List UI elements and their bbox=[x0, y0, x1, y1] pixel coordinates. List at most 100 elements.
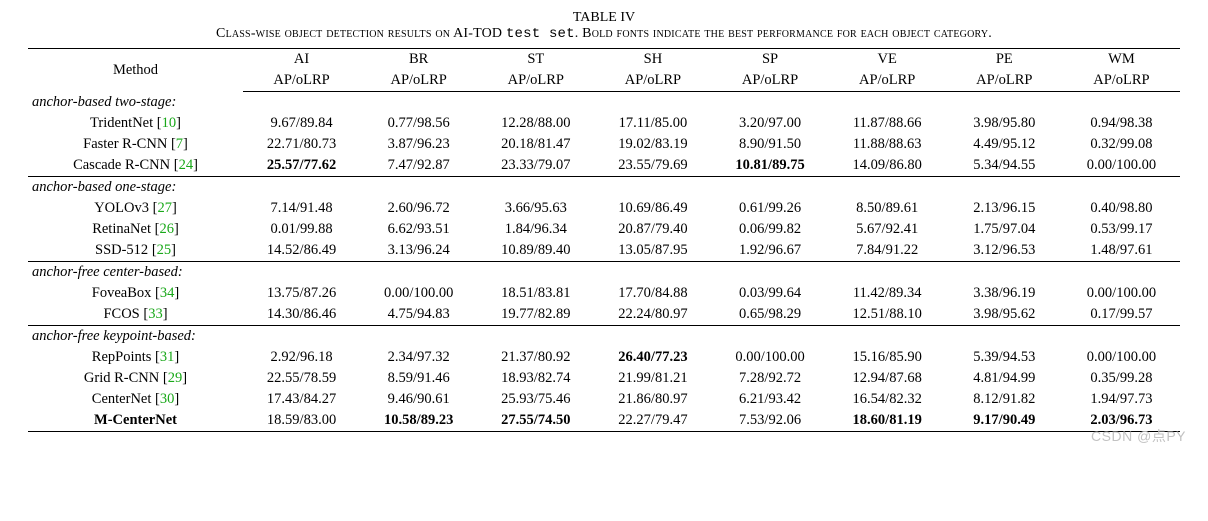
value-cell: 26.40/77.23 bbox=[594, 347, 711, 368]
value-cell: 18.51/83.81 bbox=[477, 283, 594, 304]
value-cell: 21.86/80.97 bbox=[594, 389, 711, 410]
value-cell: 16.54/82.32 bbox=[829, 389, 946, 410]
value-cell: 0.40/98.80 bbox=[1063, 198, 1180, 219]
table-row: M-CenterNet18.59/83.0010.58/89.2327.55/7… bbox=[28, 410, 1180, 432]
citation: 29 bbox=[168, 370, 183, 386]
group-label: anchor-based one-stage: bbox=[28, 176, 243, 198]
method-name: Cascade R-CNN bbox=[73, 157, 170, 173]
value-cell: 3.98/95.80 bbox=[946, 113, 1063, 134]
value-cell: 9.17/90.49 bbox=[946, 410, 1063, 432]
value-cell: 0.17/99.57 bbox=[1063, 304, 1180, 326]
value-cell: 1.94/97.73 bbox=[1063, 389, 1180, 410]
citation: 26 bbox=[159, 221, 174, 237]
empty-cell bbox=[360, 92, 477, 113]
value-cell: 11.42/89.34 bbox=[829, 283, 946, 304]
value-cell: 5.34/94.55 bbox=[946, 155, 1063, 177]
value-cell: 22.24/80.97 bbox=[594, 304, 711, 326]
value-cell: 17.11/85.00 bbox=[594, 113, 711, 134]
method-cell: RepPoints [31] bbox=[28, 347, 243, 368]
value-cell: 21.37/80.92 bbox=[477, 347, 594, 368]
value-cell: 18.59/83.00 bbox=[243, 410, 360, 432]
table-row: RetinaNet [26]0.01/99.886.62/93.511.84/9… bbox=[28, 219, 1180, 240]
value-cell: 0.06/99.82 bbox=[712, 219, 829, 240]
value-cell: 4.81/94.99 bbox=[946, 368, 1063, 389]
empty-cell bbox=[829, 325, 946, 347]
empty-cell bbox=[243, 325, 360, 347]
value-cell: 10.69/86.49 bbox=[594, 198, 711, 219]
method-cell: FoveaBox [34] bbox=[28, 283, 243, 304]
caption-post: . Bold fonts indicate the best performan… bbox=[575, 26, 992, 41]
method-cell: CenterNet [30] bbox=[28, 389, 243, 410]
value-cell: 6.21/93.42 bbox=[712, 389, 829, 410]
value-cell: 22.71/80.73 bbox=[243, 134, 360, 155]
method-cell: Faster R-CNN [7] bbox=[28, 134, 243, 155]
empty-cell bbox=[243, 176, 360, 198]
value-cell: 7.53/92.06 bbox=[712, 410, 829, 432]
value-cell: 25.93/75.46 bbox=[477, 389, 594, 410]
empty-cell bbox=[946, 261, 1063, 283]
group-label: anchor-free center-based: bbox=[28, 261, 243, 283]
value-cell: 0.00/100.00 bbox=[712, 347, 829, 368]
col-VE-2: AP/oLRP bbox=[829, 70, 946, 92]
value-cell: 7.84/91.22 bbox=[829, 240, 946, 262]
table-row: FCOS [33]14.30/86.464.75/94.8319.77/82.8… bbox=[28, 304, 1180, 326]
col-BR-2: AP/oLRP bbox=[360, 70, 477, 92]
value-cell: 10.81/89.75 bbox=[712, 155, 829, 177]
value-cell: 20.18/81.47 bbox=[477, 134, 594, 155]
value-cell: 23.55/79.69 bbox=[594, 155, 711, 177]
value-cell: 22.27/79.47 bbox=[594, 410, 711, 432]
col-AI-2: AP/oLRP bbox=[243, 70, 360, 92]
method-cell: M-CenterNet bbox=[28, 410, 243, 432]
method-cell: RetinaNet [26] bbox=[28, 219, 243, 240]
col-SP-2: AP/oLRP bbox=[712, 70, 829, 92]
method-name: FoveaBox bbox=[92, 285, 152, 301]
empty-cell bbox=[1063, 325, 1180, 347]
empty-cell bbox=[829, 92, 946, 113]
empty-cell bbox=[829, 176, 946, 198]
value-cell: 2.03/96.73 bbox=[1063, 410, 1180, 432]
method-name: RepPoints bbox=[92, 349, 152, 365]
value-cell: 6.62/93.51 bbox=[360, 219, 477, 240]
col-BR-1: BR bbox=[360, 49, 477, 71]
method-cell: YOLOv3 [27] bbox=[28, 198, 243, 219]
empty-cell bbox=[477, 176, 594, 198]
value-cell: 3.98/95.62 bbox=[946, 304, 1063, 326]
value-cell: 0.65/98.29 bbox=[712, 304, 829, 326]
value-cell: 17.43/84.27 bbox=[243, 389, 360, 410]
empty-cell bbox=[243, 92, 360, 113]
value-cell: 14.52/86.49 bbox=[243, 240, 360, 262]
table-container: TABLE IV Class-wise object detection res… bbox=[0, 0, 1208, 452]
value-cell: 2.13/96.15 bbox=[946, 198, 1063, 219]
col-PE-1: PE bbox=[946, 49, 1063, 71]
value-cell: 19.77/82.89 bbox=[477, 304, 594, 326]
table-head: Method AI BR ST SH SP VE PE WM AP/oLRP A… bbox=[28, 49, 1180, 92]
method-name: CenterNet bbox=[92, 391, 152, 407]
value-cell: 11.88/88.63 bbox=[829, 134, 946, 155]
value-cell: 3.87/96.23 bbox=[360, 134, 477, 155]
citation: 31 bbox=[160, 349, 175, 365]
table-caption: TABLE IV Class-wise object detection res… bbox=[28, 10, 1180, 42]
value-cell: 14.09/86.80 bbox=[829, 155, 946, 177]
citation: 7 bbox=[176, 136, 183, 152]
value-cell: 3.20/97.00 bbox=[712, 113, 829, 134]
col-WM-1: WM bbox=[1063, 49, 1180, 71]
table-row: Grid R-CNN [29]22.55/78.598.59/91.4618.9… bbox=[28, 368, 1180, 389]
value-cell: 13.05/87.95 bbox=[594, 240, 711, 262]
value-cell: 12.28/88.00 bbox=[477, 113, 594, 134]
results-table: Method AI BR ST SH SP VE PE WM AP/oLRP A… bbox=[28, 48, 1180, 432]
value-cell: 0.61/99.26 bbox=[712, 198, 829, 219]
value-cell: 0.00/100.00 bbox=[1063, 347, 1180, 368]
method-name: RetinaNet bbox=[92, 221, 151, 237]
value-cell: 2.92/96.18 bbox=[243, 347, 360, 368]
empty-cell bbox=[594, 325, 711, 347]
value-cell: 27.55/74.50 bbox=[477, 410, 594, 432]
value-cell: 10.89/89.40 bbox=[477, 240, 594, 262]
table-label: TABLE IV bbox=[28, 10, 1180, 26]
method-name: SSD-512 bbox=[95, 242, 148, 258]
value-cell: 0.03/99.64 bbox=[712, 283, 829, 304]
value-cell: 20.87/79.40 bbox=[594, 219, 711, 240]
value-cell: 7.47/92.87 bbox=[360, 155, 477, 177]
col-SP-1: SP bbox=[712, 49, 829, 71]
citation: 34 bbox=[160, 285, 175, 301]
header-row-1: Method AI BR ST SH SP VE PE WM bbox=[28, 49, 1180, 71]
